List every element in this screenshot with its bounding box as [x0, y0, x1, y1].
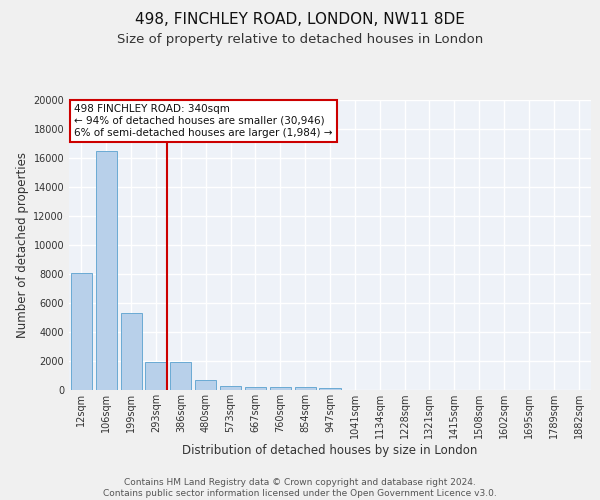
Text: 498, FINCHLEY ROAD, LONDON, NW11 8DE: 498, FINCHLEY ROAD, LONDON, NW11 8DE	[135, 12, 465, 28]
Bar	[71, 272, 92, 390]
Bar	[295, 387, 316, 390]
Bar	[220, 386, 241, 390]
Text: Contains HM Land Registry data © Crown copyright and database right 2024.
Contai: Contains HM Land Registry data © Crown c…	[103, 478, 497, 498]
Bar	[170, 362, 191, 390]
Bar	[96, 151, 117, 390]
Bar	[121, 313, 142, 390]
Bar	[245, 386, 266, 390]
Bar	[195, 380, 216, 390]
Bar	[145, 362, 167, 390]
Bar	[270, 387, 291, 390]
Bar	[319, 388, 341, 390]
Text: 498 FINCHLEY ROAD: 340sqm
← 94% of detached houses are smaller (30,946)
6% of se: 498 FINCHLEY ROAD: 340sqm ← 94% of detac…	[74, 104, 333, 138]
X-axis label: Distribution of detached houses by size in London: Distribution of detached houses by size …	[182, 444, 478, 457]
Text: Size of property relative to detached houses in London: Size of property relative to detached ho…	[117, 32, 483, 46]
Y-axis label: Number of detached properties: Number of detached properties	[16, 152, 29, 338]
